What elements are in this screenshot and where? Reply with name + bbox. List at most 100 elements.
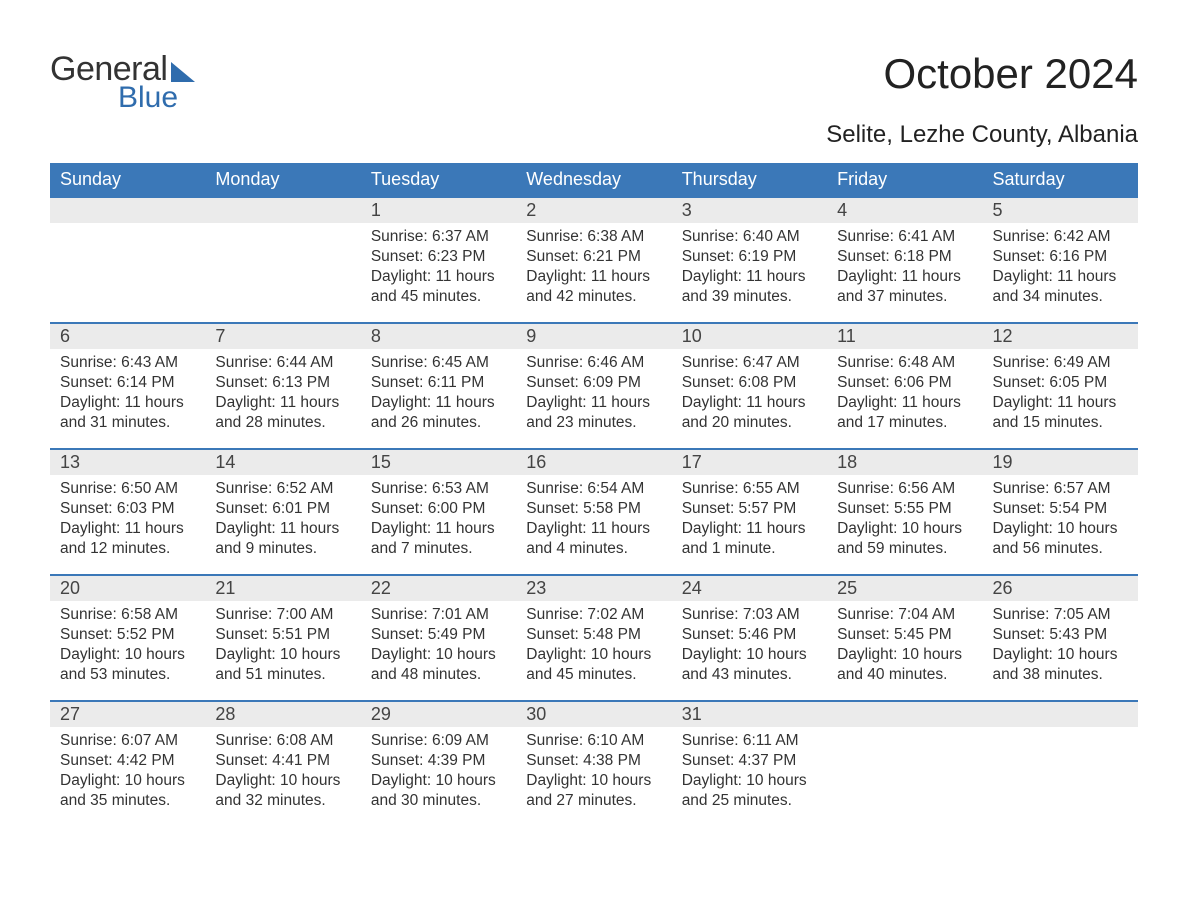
- day-detail: Sunrise: 7:05 AMSunset: 5:43 PMDaylight:…: [983, 601, 1138, 694]
- daylight-line: Daylight: 10 hours and 51 minutes.: [215, 645, 350, 685]
- sunrise-line: Sunrise: 6:37 AM: [371, 227, 506, 247]
- day-cell: 9Sunrise: 6:46 AMSunset: 6:09 PMDaylight…: [516, 323, 671, 449]
- daylight-line: Daylight: 11 hours and 12 minutes.: [60, 519, 195, 559]
- sunrise-line: Sunrise: 6:46 AM: [526, 353, 661, 373]
- daylight-line: Daylight: 10 hours and 27 minutes.: [526, 771, 661, 811]
- day-number: 6: [50, 324, 205, 349]
- logo-word2: Blue: [118, 81, 195, 115]
- sunrise-line: Sunrise: 6:56 AM: [837, 479, 972, 499]
- sunset-line: Sunset: 5:55 PM: [837, 499, 972, 519]
- day-number: 18: [827, 450, 982, 475]
- day-detail: Sunrise: 6:45 AMSunset: 6:11 PMDaylight:…: [361, 349, 516, 442]
- sunrise-line: Sunrise: 6:45 AM: [371, 353, 506, 373]
- day-header: Saturday: [983, 163, 1138, 197]
- day-detail: Sunrise: 6:44 AMSunset: 6:13 PMDaylight:…: [205, 349, 360, 442]
- sunset-line: Sunset: 5:57 PM: [682, 499, 817, 519]
- day-detail: Sunrise: 6:08 AMSunset: 4:41 PMDaylight:…: [205, 727, 360, 820]
- sunrise-line: Sunrise: 7:02 AM: [526, 605, 661, 625]
- daylight-line: Daylight: 10 hours and 40 minutes.: [837, 645, 972, 685]
- logo-sail-icon: [171, 62, 195, 82]
- daylight-line: Daylight: 10 hours and 48 minutes.: [371, 645, 506, 685]
- day-number: 23: [516, 576, 671, 601]
- day-header: Wednesday: [516, 163, 671, 197]
- sunset-line: Sunset: 6:14 PM: [60, 373, 195, 393]
- sunset-line: Sunset: 6:09 PM: [526, 373, 661, 393]
- day-number: 28: [205, 702, 360, 727]
- sunrise-line: Sunrise: 7:05 AM: [993, 605, 1128, 625]
- sunrise-line: Sunrise: 6:52 AM: [215, 479, 350, 499]
- day-number: [827, 702, 982, 727]
- day-detail: Sunrise: 6:41 AMSunset: 6:18 PMDaylight:…: [827, 223, 982, 316]
- day-detail: Sunrise: 7:03 AMSunset: 5:46 PMDaylight:…: [672, 601, 827, 694]
- day-detail: Sunrise: 7:04 AMSunset: 5:45 PMDaylight:…: [827, 601, 982, 694]
- day-number: 29: [361, 702, 516, 727]
- day-cell: [205, 197, 360, 323]
- day-number: 5: [983, 198, 1138, 223]
- sunset-line: Sunset: 5:54 PM: [993, 499, 1128, 519]
- day-cell: 7Sunrise: 6:44 AMSunset: 6:13 PMDaylight…: [205, 323, 360, 449]
- daylight-line: Daylight: 11 hours and 37 minutes.: [837, 267, 972, 307]
- day-cell: 27Sunrise: 6:07 AMSunset: 4:42 PMDayligh…: [50, 701, 205, 827]
- sunset-line: Sunset: 6:01 PM: [215, 499, 350, 519]
- day-number: 26: [983, 576, 1138, 601]
- day-number: 22: [361, 576, 516, 601]
- sunrise-line: Sunrise: 6:58 AM: [60, 605, 195, 625]
- day-cell: 19Sunrise: 6:57 AMSunset: 5:54 PMDayligh…: [983, 449, 1138, 575]
- sunrise-line: Sunrise: 6:53 AM: [371, 479, 506, 499]
- logo: General Blue: [50, 50, 195, 115]
- day-detail: Sunrise: 6:42 AMSunset: 6:16 PMDaylight:…: [983, 223, 1138, 316]
- day-detail: Sunrise: 6:43 AMSunset: 6:14 PMDaylight:…: [50, 349, 205, 442]
- sunset-line: Sunset: 6:03 PM: [60, 499, 195, 519]
- day-detail: Sunrise: 7:00 AMSunset: 5:51 PMDaylight:…: [205, 601, 360, 694]
- daylight-line: Daylight: 11 hours and 23 minutes.: [526, 393, 661, 433]
- day-detail: Sunrise: 6:55 AMSunset: 5:57 PMDaylight:…: [672, 475, 827, 568]
- day-header: Friday: [827, 163, 982, 197]
- day-number: 27: [50, 702, 205, 727]
- day-number: [205, 198, 360, 223]
- day-detail: Sunrise: 7:02 AMSunset: 5:48 PMDaylight:…: [516, 601, 671, 694]
- day-detail: Sunrise: 6:37 AMSunset: 6:23 PMDaylight:…: [361, 223, 516, 316]
- day-cell: 18Sunrise: 6:56 AMSunset: 5:55 PMDayligh…: [827, 449, 982, 575]
- day-detail: [50, 223, 205, 235]
- day-detail: Sunrise: 6:53 AMSunset: 6:00 PMDaylight:…: [361, 475, 516, 568]
- daylight-line: Daylight: 10 hours and 56 minutes.: [993, 519, 1128, 559]
- day-number: 25: [827, 576, 982, 601]
- sunset-line: Sunset: 5:49 PM: [371, 625, 506, 645]
- day-number: [50, 198, 205, 223]
- daylight-line: Daylight: 11 hours and 4 minutes.: [526, 519, 661, 559]
- day-cell: 8Sunrise: 6:45 AMSunset: 6:11 PMDaylight…: [361, 323, 516, 449]
- daylight-line: Daylight: 11 hours and 26 minutes.: [371, 393, 506, 433]
- daylight-line: Daylight: 11 hours and 34 minutes.: [993, 267, 1128, 307]
- day-cell: 25Sunrise: 7:04 AMSunset: 5:45 PMDayligh…: [827, 575, 982, 701]
- daylight-line: Daylight: 11 hours and 31 minutes.: [60, 393, 195, 433]
- sunrise-line: Sunrise: 6:54 AM: [526, 479, 661, 499]
- daylight-line: Daylight: 10 hours and 43 minutes.: [682, 645, 817, 685]
- sunrise-line: Sunrise: 6:07 AM: [60, 731, 195, 751]
- sunrise-line: Sunrise: 6:47 AM: [682, 353, 817, 373]
- sunrise-line: Sunrise: 7:00 AM: [215, 605, 350, 625]
- day-cell: 2Sunrise: 6:38 AMSunset: 6:21 PMDaylight…: [516, 197, 671, 323]
- day-cell: 5Sunrise: 6:42 AMSunset: 6:16 PMDaylight…: [983, 197, 1138, 323]
- day-detail: Sunrise: 7:01 AMSunset: 5:49 PMDaylight:…: [361, 601, 516, 694]
- daylight-line: Daylight: 11 hours and 42 minutes.: [526, 267, 661, 307]
- sunset-line: Sunset: 5:51 PM: [215, 625, 350, 645]
- daylight-line: Daylight: 10 hours and 30 minutes.: [371, 771, 506, 811]
- sunrise-line: Sunrise: 6:50 AM: [60, 479, 195, 499]
- day-number: 17: [672, 450, 827, 475]
- week-row: 27Sunrise: 6:07 AMSunset: 4:42 PMDayligh…: [50, 701, 1138, 827]
- day-number: 16: [516, 450, 671, 475]
- day-detail: [983, 727, 1138, 739]
- sunset-line: Sunset: 4:39 PM: [371, 751, 506, 771]
- day-cell: [827, 701, 982, 827]
- daylight-line: Daylight: 11 hours and 17 minutes.: [837, 393, 972, 433]
- sunrise-line: Sunrise: 6:49 AM: [993, 353, 1128, 373]
- day-number: 11: [827, 324, 982, 349]
- day-detail: Sunrise: 6:47 AMSunset: 6:08 PMDaylight:…: [672, 349, 827, 442]
- day-cell: 24Sunrise: 7:03 AMSunset: 5:46 PMDayligh…: [672, 575, 827, 701]
- day-number: 8: [361, 324, 516, 349]
- daylight-line: Daylight: 10 hours and 35 minutes.: [60, 771, 195, 811]
- day-number: 3: [672, 198, 827, 223]
- sunset-line: Sunset: 6:23 PM: [371, 247, 506, 267]
- day-number: 21: [205, 576, 360, 601]
- day-cell: 4Sunrise: 6:41 AMSunset: 6:18 PMDaylight…: [827, 197, 982, 323]
